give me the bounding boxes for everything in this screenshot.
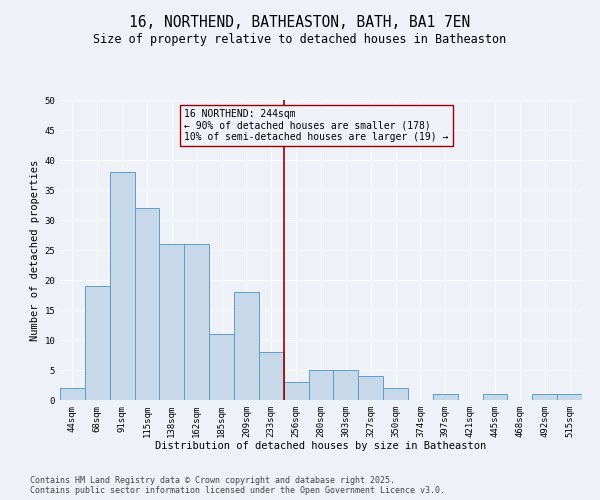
X-axis label: Distribution of detached houses by size in Batheaston: Distribution of detached houses by size … (155, 442, 487, 452)
Y-axis label: Number of detached properties: Number of detached properties (30, 160, 40, 340)
Bar (85, 286, 110, 400)
Text: 16 NORTHEND: 244sqm
← 90% of detached houses are smaller (178)
10% of semi-detac: 16 NORTHEND: 244sqm ← 90% of detached ho… (184, 109, 449, 142)
Bar (482, 394, 508, 400)
Bar (259, 352, 284, 400)
Text: 16, NORTHEND, BATHEASTON, BATH, BA1 7EN: 16, NORTHEND, BATHEASTON, BATH, BA1 7EN (130, 15, 470, 30)
Bar (557, 394, 582, 400)
Bar (209, 334, 234, 400)
Bar (358, 376, 383, 400)
Bar (383, 388, 408, 400)
Bar (433, 394, 458, 400)
Bar (532, 394, 557, 400)
Bar (308, 370, 334, 400)
Bar (110, 172, 134, 400)
Bar (160, 244, 184, 400)
Text: Contains HM Land Registry data © Crown copyright and database right 2025.
Contai: Contains HM Land Registry data © Crown c… (30, 476, 445, 495)
Text: Size of property relative to detached houses in Batheaston: Size of property relative to detached ho… (94, 32, 506, 46)
Bar (134, 208, 160, 400)
Bar (334, 370, 358, 400)
Bar (284, 382, 308, 400)
Bar (184, 244, 209, 400)
Bar (60, 388, 85, 400)
Bar (234, 292, 259, 400)
